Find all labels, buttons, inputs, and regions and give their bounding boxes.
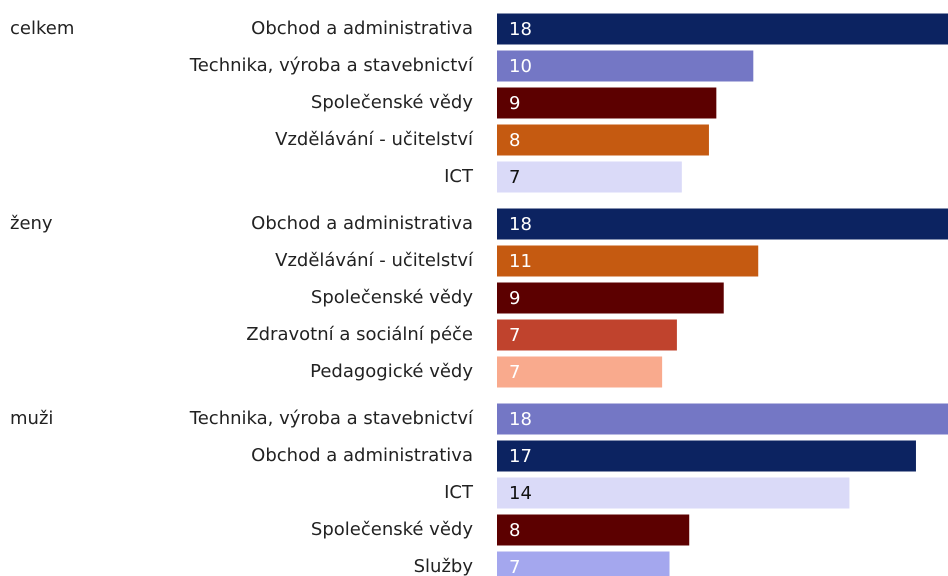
value-label: 8 xyxy=(509,130,520,151)
value-label: 7 xyxy=(509,557,520,576)
category-label: Zdravotní a sociální péče xyxy=(246,324,473,345)
category-label: ICT xyxy=(444,166,474,187)
value-label: 8 xyxy=(509,520,520,541)
value-label: 10 xyxy=(509,56,532,77)
category-label: Pedagogické vědy xyxy=(310,361,473,382)
value-label: 9 xyxy=(509,288,520,309)
category-label: Obchod a administrativa xyxy=(251,445,473,466)
bar xyxy=(497,477,850,509)
bar xyxy=(497,50,754,82)
category-label: Služby xyxy=(414,556,474,576)
value-label: 18 xyxy=(509,214,532,235)
category-label: ICT xyxy=(444,482,474,503)
category-label: Obchod a administrativa xyxy=(251,213,473,234)
value-label: 14 xyxy=(509,483,532,504)
value-label: 7 xyxy=(509,362,520,383)
category-label: Společenské vědy xyxy=(311,287,473,308)
group-label: muži xyxy=(10,408,53,429)
bar xyxy=(497,440,916,472)
bar xyxy=(497,87,717,119)
bar xyxy=(497,208,948,240)
category-label: Obchod a administrativa xyxy=(251,18,473,39)
bar xyxy=(497,245,759,277)
category-label: Společenské vědy xyxy=(311,519,473,540)
group-label: celkem xyxy=(10,18,74,39)
bar xyxy=(497,161,682,193)
group-label: ženy xyxy=(10,213,53,234)
category-label: Vzdělávání - učitelství xyxy=(275,129,474,150)
value-label: 17 xyxy=(509,446,532,467)
category-label: Vzdělávání - učitelství xyxy=(275,250,474,271)
bar xyxy=(497,124,709,156)
bar xyxy=(497,551,670,576)
bar xyxy=(497,514,690,546)
value-label: 7 xyxy=(509,167,520,188)
bar xyxy=(497,319,677,351)
bar xyxy=(497,282,724,314)
bar xyxy=(497,13,948,45)
bar xyxy=(497,403,948,435)
bar xyxy=(497,356,663,388)
value-label: 7 xyxy=(509,325,520,346)
value-label: 9 xyxy=(509,93,520,114)
value-label: 18 xyxy=(509,409,532,430)
category-label: Technika, výroba a stavebnictví xyxy=(189,408,474,429)
value-label: 11 xyxy=(509,251,532,272)
category-label: Společenské vědy xyxy=(311,92,473,113)
value-label: 18 xyxy=(509,19,532,40)
category-label: Technika, výroba a stavebnictví xyxy=(189,55,474,76)
